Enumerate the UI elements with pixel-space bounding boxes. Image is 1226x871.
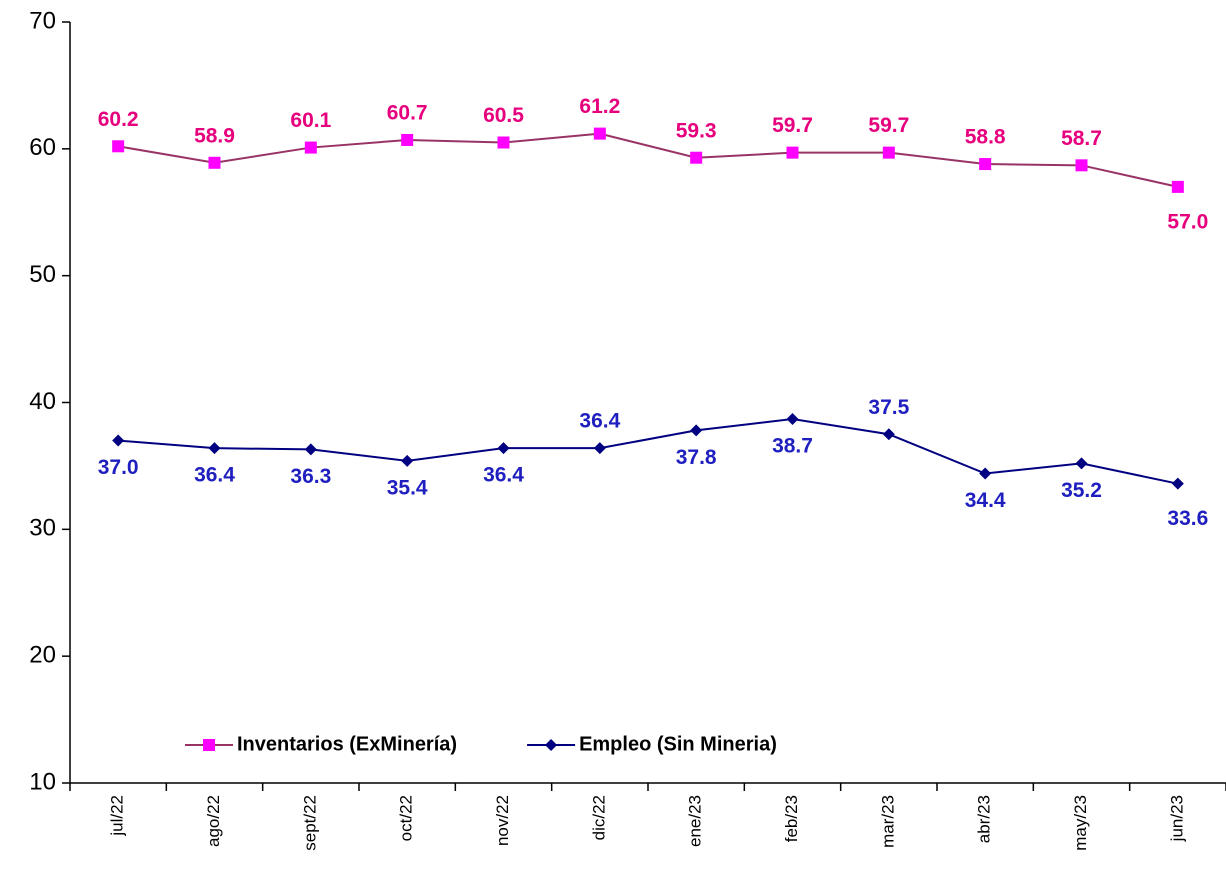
x-tick-label: sept/22 — [300, 795, 319, 851]
marker — [1075, 159, 1088, 172]
data-label: 36.4 — [194, 464, 235, 487]
data-label: 59.7 — [868, 114, 909, 137]
legend-marker — [203, 739, 215, 751]
x-tick-label: dic/22 — [589, 795, 608, 840]
x-tick-label: oct/22 — [397, 795, 416, 841]
marker — [979, 158, 992, 171]
marker — [1171, 180, 1184, 193]
data-label: 33.6 — [1167, 507, 1208, 530]
legend-item: Inventarios (ExMinería) — [185, 733, 457, 755]
data-label: 58.8 — [965, 126, 1006, 149]
legend-marker — [545, 739, 558, 751]
x-tick-label: feb/23 — [782, 795, 801, 842]
series-line — [117, 132, 1179, 188]
data-label: 36.4 — [483, 464, 524, 487]
y-tick-label: 70 — [29, 7, 56, 34]
data-label: 60.5 — [483, 104, 524, 127]
x-tick-label: abr/23 — [975, 795, 994, 843]
marker — [208, 442, 221, 455]
marker — [979, 467, 992, 480]
data-label: 35.4 — [387, 476, 428, 499]
legend-item: Empleo (Sin Mineria) — [527, 733, 777, 755]
data-label: 60.1 — [290, 109, 331, 132]
marker — [690, 151, 703, 164]
marker — [1171, 477, 1184, 490]
x-tick-label: ago/22 — [204, 795, 223, 847]
marker — [786, 146, 799, 159]
data-label: 58.7 — [1061, 127, 1102, 150]
marker — [882, 428, 895, 441]
marker — [304, 141, 317, 154]
data-label: 37.8 — [676, 446, 717, 469]
data-label: 60.7 — [387, 102, 428, 125]
x-tick-label: may/23 — [1071, 795, 1090, 851]
data-label: 61.2 — [579, 95, 620, 118]
y-tick-label: 30 — [29, 515, 56, 542]
marker — [593, 127, 606, 140]
marker — [786, 412, 799, 425]
y-tick-label: 60 — [29, 134, 56, 161]
marker — [401, 133, 414, 146]
data-label: 37.0 — [98, 456, 139, 479]
marker — [112, 140, 125, 153]
data-label: 37.5 — [868, 396, 909, 419]
legend-label: Inventarios (ExMinería) — [237, 733, 457, 755]
x-tick-label: mar/23 — [878, 795, 897, 848]
marker — [690, 424, 703, 437]
data-label: 58.9 — [194, 124, 235, 147]
y-tick-label: 50 — [29, 261, 56, 288]
data-label: 36.3 — [290, 465, 331, 488]
data-label: 59.3 — [676, 119, 717, 142]
marker — [1075, 457, 1088, 470]
x-tick-label: jun/23 — [1167, 795, 1186, 842]
marker — [112, 434, 125, 447]
marker — [593, 442, 606, 455]
x-tick-label: nov/22 — [493, 795, 512, 846]
data-label: 34.4 — [965, 489, 1006, 512]
data-label: 35.2 — [1061, 479, 1102, 502]
legend-label: Empleo (Sin Mineria) — [579, 733, 777, 755]
y-tick-label: 20 — [29, 642, 56, 669]
marker — [497, 442, 510, 455]
series-line — [118, 417, 1179, 485]
data-label: 38.7 — [772, 435, 813, 458]
x-tick-label: jul/22 — [108, 795, 127, 837]
marker — [401, 454, 414, 467]
marker — [304, 443, 317, 456]
y-tick-label: 10 — [29, 768, 56, 795]
marker — [497, 136, 510, 149]
data-label: 59.7 — [772, 114, 813, 137]
marker — [882, 146, 895, 159]
data-label: 57.0 — [1167, 210, 1208, 233]
y-tick-label: 40 — [29, 388, 56, 415]
x-tick-label: ene/23 — [686, 795, 705, 847]
marker — [208, 156, 221, 169]
data-label: 36.4 — [579, 410, 620, 433]
data-label: 60.2 — [98, 108, 139, 131]
